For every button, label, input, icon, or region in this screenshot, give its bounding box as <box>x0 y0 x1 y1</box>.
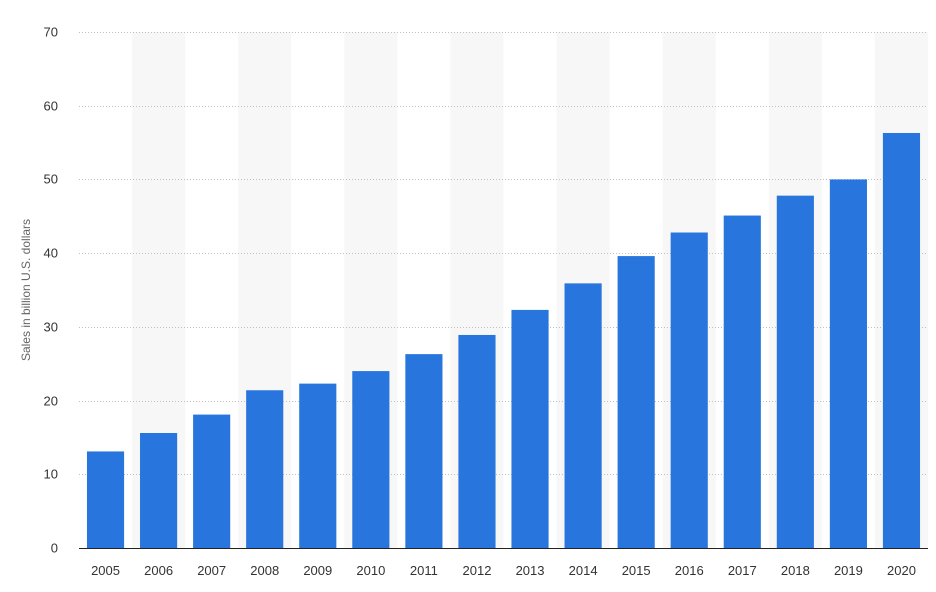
bar-2007 <box>193 414 231 548</box>
bar-2005 <box>86 451 125 548</box>
x-tick-label: 2018 <box>781 563 810 578</box>
x-tick-label: 2011 <box>410 563 438 578</box>
x-tick-label: 2016 <box>675 563 704 578</box>
x-tick-label: 2008 <box>250 563 279 578</box>
x-tick-label: 2019 <box>834 563 863 578</box>
bar-2008 <box>246 390 284 548</box>
x-tick-label: 2009 <box>303 563 332 578</box>
bar-2013 <box>511 309 549 548</box>
bar-2015 <box>617 256 655 548</box>
bars <box>86 132 921 548</box>
bar-2012 <box>458 334 496 548</box>
bar-2017 <box>723 215 761 548</box>
bar-2019 <box>829 179 867 548</box>
y-axis-title: Sales in billion U.S. dollars <box>19 219 33 361</box>
x-axis-ticks: 2005 2006 2007 2008 2009 2010 2011 2012 2013 2014… <box>91 563 916 578</box>
bar-2010 <box>352 371 390 548</box>
x-tick-label: 2012 <box>463 563 492 578</box>
y-axis-ticks: 0 10 20 30 40 50 60 70 <box>44 25 58 556</box>
bar-2014 <box>564 283 602 548</box>
x-tick-label: 2017 <box>728 563 757 578</box>
y-tick-label: 50 <box>44 172 58 187</box>
bar-2018 <box>776 195 814 548</box>
x-tick-label: 2010 <box>356 563 385 578</box>
bar-2006 <box>140 433 178 548</box>
bar-2011 <box>405 354 443 548</box>
y-tick-label: 40 <box>44 246 58 261</box>
bar-2020 <box>882 132 921 548</box>
x-tick-label: 2005 <box>91 563 120 578</box>
x-tick-label: 2014 <box>569 563 598 578</box>
x-tick-label: 2013 <box>516 563 545 578</box>
y-tick-label: 30 <box>44 320 58 335</box>
x-tick-label: 2015 <box>622 563 651 578</box>
bar-2009 <box>299 383 337 548</box>
y-tick-label: 60 <box>44 99 58 114</box>
x-tick-label: 2006 <box>144 563 173 578</box>
y-tick-label: 20 <box>44 394 58 409</box>
y-tick-label: 70 <box>44 25 58 40</box>
x-tick-label: 2020 <box>887 563 916 578</box>
bar-2016 <box>670 232 708 548</box>
y-tick-label: 0 <box>51 541 58 556</box>
x-tick-label: 2007 <box>197 563 226 578</box>
y-tick-label: 10 <box>44 467 58 482</box>
